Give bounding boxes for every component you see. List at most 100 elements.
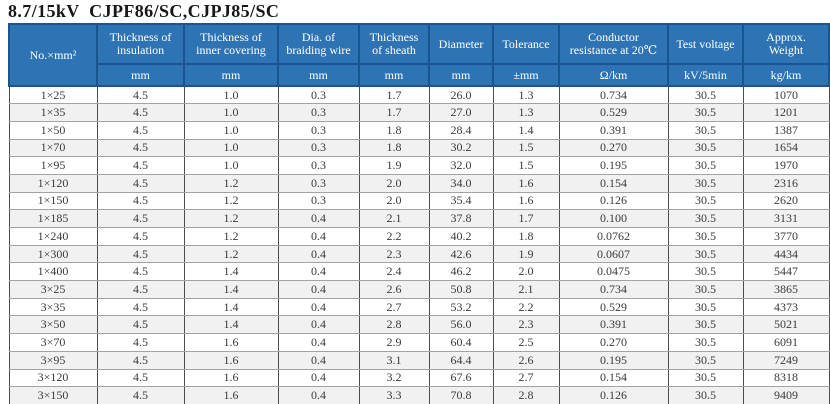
table-cell: 0.391 [558, 315, 669, 335]
table-cell: 42.6 [428, 244, 494, 264]
table-cell: 1.7 [358, 85, 430, 105]
table-cell: 0.4 [277, 368, 360, 388]
table-cell: 1.0 [183, 156, 279, 175]
table-cell: 0.4 [277, 280, 360, 299]
table-cell: 1.5 [492, 156, 560, 175]
table-cell: 3865 [742, 280, 830, 299]
table-cell: 37.8 [428, 209, 494, 228]
table-cell: 30.5 [667, 227, 744, 246]
table-cell: 0.4 [277, 333, 360, 352]
table-cell: 1.9 [358, 156, 430, 175]
table-cell: 0.3 [277, 173, 360, 193]
table-cell: 0.4 [277, 386, 360, 404]
table-cell: 5447 [742, 262, 830, 282]
table-cell: 28.4 [428, 120, 494, 140]
table-cell: 0.4 [277, 350, 360, 370]
table-cell: 4.5 [96, 173, 185, 193]
table-cell: 0.0475 [558, 262, 669, 282]
table-cell: 4434 [742, 244, 830, 264]
table-cell: 2.0 [492, 262, 560, 282]
table-cell: 0.195 [558, 350, 669, 370]
table-cell: 0.154 [558, 173, 669, 193]
table-cell: 30.5 [667, 297, 744, 317]
table-cell: 3×120 [8, 368, 98, 388]
table-cell: 2.6 [358, 280, 430, 299]
table-cell: 1387 [742, 120, 830, 140]
table-cell: 30.5 [667, 350, 744, 370]
table-cell: 1.8 [492, 227, 560, 246]
table-cell: 8318 [742, 368, 830, 388]
table-cell: 64.4 [428, 350, 494, 370]
table-cell: 30.5 [667, 333, 744, 352]
table-cell: 4.5 [96, 244, 185, 264]
unit-sheath-thickness: mm [358, 63, 430, 87]
table-cell: 1.2 [183, 209, 279, 228]
table-cell: 4.5 [96, 120, 185, 140]
table-row: 1×50 4.5 1.0 0.3 1.8 28.4 1.4 0.391 30.5 1387 [8, 120, 830, 140]
table-cell: 1.6 [492, 191, 560, 211]
table-cell: 3.2 [358, 368, 430, 388]
table-cell: 4.5 [96, 386, 185, 404]
table-cell: 0.4 [277, 297, 360, 317]
table-row: 1×95 4.5 1.0 0.3 1.9 32.0 1.5 0.195 30.5 1970 [8, 156, 830, 175]
table-row: 1×120 4.5 1.2 0.3 2.0 34.0 1.6 0.154 30.5 2316 [8, 173, 830, 193]
table-cell: 1×50 [8, 120, 98, 140]
table-cell: 30.5 [667, 244, 744, 264]
table-cell: 30.5 [667, 156, 744, 175]
table-cell: 0.3 [277, 191, 360, 211]
table-cell: 2.7 [358, 297, 430, 317]
table-cell: 60.4 [428, 333, 494, 352]
table-row: 1×35 4.5 1.0 0.3 1.7 27.0 1.3 0.529 30.5 1201 [8, 103, 830, 122]
table-cell: 1654 [742, 138, 830, 158]
table-cell: 1×25 [8, 85, 98, 105]
table-cell: 1.4 [183, 262, 279, 282]
table-cell: 0.126 [558, 191, 669, 211]
table-cell: 0.4 [277, 262, 360, 282]
table-cell: 1.2 [183, 244, 279, 264]
table-cell: 1.0 [183, 85, 279, 105]
table-cell: 50.8 [428, 280, 494, 299]
table-cell: 0.3 [277, 85, 360, 105]
unit-test-voltage: kV/5min [667, 63, 744, 87]
table-cell: 4.5 [96, 227, 185, 246]
table-cell: 0.0762 [558, 227, 669, 246]
table-cell: 1.9 [492, 244, 560, 264]
table-cell: 4.5 [96, 156, 185, 175]
table-cell: 0.270 [558, 138, 669, 158]
table-cell: 1.0 [183, 103, 279, 122]
table-cell: 4.5 [96, 333, 185, 352]
table-cell: 4.5 [96, 297, 185, 317]
table-cell: 4.5 [96, 85, 185, 105]
header-unit-row: mm mm mm mm mm ±mm Ω/km kV/5min kg/km [9, 63, 830, 87]
table-row: 3×150 4.5 1.6 0.4 3.3 70.8 2.8 0.126 30.5 9409 [8, 386, 830, 404]
table-row: 1×400 4.5 1.4 0.4 2.4 46.2 2.0 0.0475 30.5 5447 [8, 262, 830, 282]
table-cell: 1.2 [183, 191, 279, 211]
table-cell: 1.6 [183, 386, 279, 404]
table-cell: 30.5 [667, 262, 744, 282]
col-header-inner-covering-thickness: Thickness of inner covering [183, 23, 279, 65]
table-cell: 67.6 [428, 368, 494, 388]
table-cell: 1.6 [183, 350, 279, 370]
table-cell: 1.6 [183, 368, 279, 388]
table-cell: 4.5 [96, 209, 185, 228]
table-cell: 1.8 [358, 138, 430, 158]
table-cell: 34.0 [428, 173, 494, 193]
table-cell: 0.4 [277, 227, 360, 246]
table-cell: 30.5 [667, 191, 744, 211]
table-cell: 30.5 [667, 280, 744, 299]
unit-inner-covering-thickness: mm [183, 63, 279, 87]
table-cell: 0.126 [558, 386, 669, 404]
col-header-test-voltage: Test voltage [667, 23, 744, 65]
table-cell: 4.5 [96, 350, 185, 370]
table-cell: 0.154 [558, 368, 669, 388]
table-cell: 2.6 [492, 350, 560, 370]
table-row: 3×95 4.5 1.6 0.4 3.1 64.4 2.6 0.195 30.5 7249 [8, 350, 830, 370]
table-cell: 2.3 [492, 315, 560, 335]
table-cell: 30.5 [667, 173, 744, 193]
page-title: 8.7/15kV CJPF86/SC,CJPJ85/SC [8, 1, 280, 21]
table-cell: 1.0 [183, 120, 279, 140]
table-cell: 0.734 [558, 85, 669, 105]
table-cell: 1070 [742, 85, 830, 105]
table-cell: 1×35 [8, 103, 98, 122]
col-header-sheath-thickness: Thickness of sheath [358, 23, 430, 65]
